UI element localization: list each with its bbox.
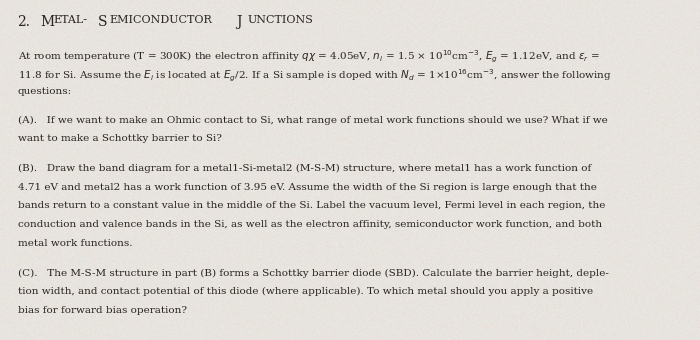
Text: bands return to a constant value in the middle of the Si. Label the vacuum level: bands return to a constant value in the …	[18, 201, 605, 210]
Text: (B).   Draw the band diagram for a metal1-Si-metal2 (M-S-M) structure, where met: (B). Draw the band diagram for a metal1-…	[18, 164, 591, 173]
Text: UNCTIONS: UNCTIONS	[247, 15, 313, 25]
Text: At room temperature (T = 300K) the electron affinity $q\chi$ = 4.05eV, $n_i$ = 1: At room temperature (T = 300K) the elect…	[18, 49, 599, 66]
Text: S: S	[98, 15, 108, 29]
Text: M: M	[41, 15, 55, 29]
Text: metal work functions.: metal work functions.	[18, 239, 132, 248]
Text: EMICONDUCTOR: EMICONDUCTOR	[110, 15, 213, 25]
Text: (A).   If we want to make an Ohmic contact to Si, what range of metal work funct: (A). If we want to make an Ohmic contact…	[18, 116, 608, 125]
Text: conduction and valence bands in the Si, as well as the electron affinity, semico: conduction and valence bands in the Si, …	[18, 220, 601, 229]
Text: questions:: questions:	[18, 87, 71, 96]
Text: 4.71 eV and metal2 has a work function of 3.95 eV. Assume the width of the Si re: 4.71 eV and metal2 has a work function o…	[18, 183, 596, 191]
Text: bias for forward bias operation?: bias for forward bias operation?	[18, 306, 186, 315]
Text: want to make a Schottky barrier to Si?: want to make a Schottky barrier to Si?	[18, 134, 221, 143]
Text: (C).   The M-S-M structure in part (B) forms a Schottky barrier diode (SBD). Cal: (C). The M-S-M structure in part (B) for…	[18, 269, 608, 278]
Text: tion width, and contact potential of this diode (where applicable). To which met: tion width, and contact potential of thi…	[18, 287, 593, 296]
Text: 2.: 2.	[18, 15, 31, 29]
Text: ETAL-: ETAL-	[53, 15, 88, 25]
Text: J: J	[237, 15, 242, 29]
Text: 11.8 for Si. Assume the $E_i$ is located at $E_g$/2. If a Si sample is doped wit: 11.8 for Si. Assume the $E_i$ is located…	[18, 68, 611, 84]
